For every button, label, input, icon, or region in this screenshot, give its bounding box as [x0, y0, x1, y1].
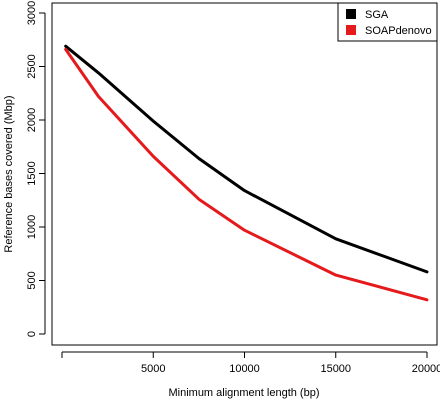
y-axis-title: Reference bases covered (Mbp)	[3, 95, 15, 252]
x-tick-label: 10000	[229, 363, 260, 375]
series-line-sga	[64, 44, 429, 274]
y-tick-label: 3000	[26, 1, 38, 25]
y-tick-label: 2000	[26, 108, 38, 132]
x-tick-label: 15000	[320, 363, 351, 375]
y-tick-label: 500	[26, 271, 38, 289]
legend-swatch-soapdenovo	[346, 25, 356, 35]
y-axis: 0 500 1000 1500 2000 2500 3000	[26, 1, 46, 337]
legend: SGA SOAPdenovo	[337, 2, 438, 42]
x-tick-label: 5000	[141, 363, 165, 375]
series-layer	[64, 44, 429, 302]
x-tick-label: 20000	[412, 363, 440, 375]
y-tick-label: 1500	[26, 161, 38, 185]
plot-frame	[51, 2, 438, 346]
legend-label-sga: SGA	[365, 9, 389, 21]
y-tick-label: 2500	[26, 54, 38, 78]
y-tick-label: 0	[26, 331, 38, 337]
x-axis-title: Minimum alignment length (bp)	[168, 387, 319, 399]
legend-label-soapdenovo: SOAPdenovo	[365, 25, 432, 37]
y-tick-label: 1000	[26, 215, 38, 239]
legend-swatch-sga	[346, 9, 356, 19]
x-axis: 5000 10000 15000 20000	[61, 351, 440, 375]
series-line-soapdenovo	[64, 47, 429, 302]
